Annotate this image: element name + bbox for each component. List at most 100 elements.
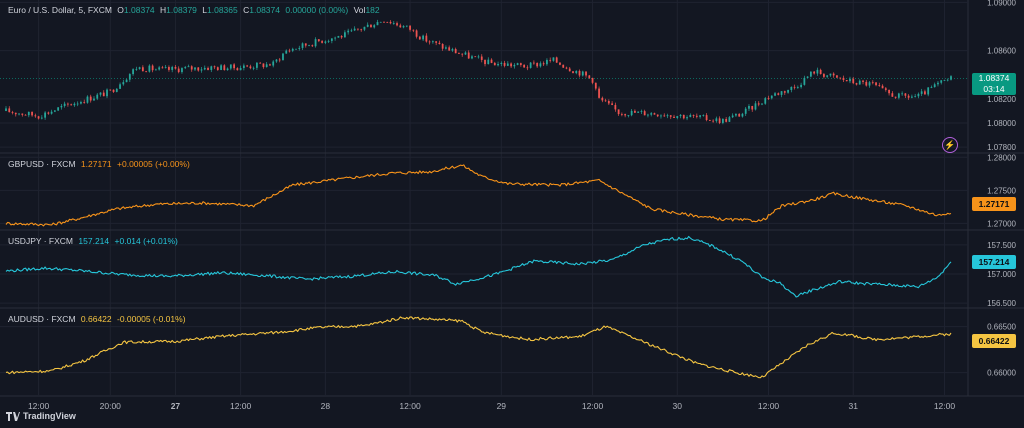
- candle-body: [376, 22, 379, 26]
- candle-body: [435, 41, 438, 43]
- lightning-icon[interactable]: ⚡: [942, 137, 958, 153]
- candle-body: [562, 64, 565, 68]
- candle-body: [728, 117, 731, 122]
- candle-body: [497, 63, 499, 66]
- candle-body: [774, 93, 776, 96]
- x-tick-label: 12:00: [399, 401, 421, 411]
- candle-body: [357, 28, 359, 30]
- candle-body: [340, 36, 343, 38]
- candle-body: [920, 91, 923, 94]
- legend-volume-label: Vol: [353, 5, 366, 15]
- legend-usdjpy-title: USDJPY · FXCM: [8, 236, 74, 246]
- candle-body: [910, 96, 913, 98]
- legend-audusd: AUDUSD · FXCM 0.66422 -0.00005 (-0.01%): [8, 313, 189, 325]
- candle-body: [259, 62, 262, 64]
- tradingview-logo-icon: [6, 412, 20, 422]
- candle-body: [431, 41, 434, 43]
- candle-body: [216, 67, 219, 70]
- candle-body: [943, 80, 946, 81]
- tradingview-logo[interactable]: TradingView: [6, 411, 76, 422]
- candle-body: [523, 64, 526, 68]
- x-tick-label: 12:00: [230, 401, 252, 411]
- candle-body: [924, 91, 926, 95]
- candle-body: [119, 84, 121, 89]
- legend-change: 0.00000 (0.00%): [285, 5, 349, 15]
- candle-body: [86, 96, 89, 103]
- x-tick-label: 27: [171, 401, 181, 411]
- candle-body: [308, 45, 310, 47]
- x-tick-label: 12:00: [934, 401, 956, 411]
- y-tick-label: 1.08000: [987, 119, 1016, 128]
- candle-body: [806, 76, 809, 78]
- candle-body: [803, 77, 806, 85]
- candle-body: [392, 23, 395, 24]
- candle-body: [422, 35, 425, 40]
- candle-body: [617, 109, 620, 115]
- candle-body: [148, 65, 151, 72]
- candle-body: [343, 32, 346, 38]
- candle-body: [145, 71, 148, 73]
- candle-body: [70, 104, 73, 106]
- candle-body: [669, 115, 672, 117]
- y-tick-label: 0.66000: [987, 369, 1016, 378]
- candle-body: [383, 21, 385, 23]
- candle-body: [76, 103, 79, 105]
- candle-body: [484, 59, 486, 65]
- candle-body: [832, 73, 835, 76]
- legend-high-label: H: [160, 5, 167, 15]
- candle-body: [894, 96, 897, 98]
- price-badge-audusd: 0.66422: [972, 334, 1016, 348]
- x-tick-label: 31: [849, 401, 859, 411]
- candle-body: [510, 63, 512, 67]
- candle-body: [917, 93, 920, 97]
- candle-body: [555, 57, 558, 63]
- candle-body: [418, 36, 421, 40]
- candle-body: [904, 93, 907, 96]
- candle-body: [154, 69, 157, 71]
- candle-body: [575, 70, 578, 74]
- candle-body: [461, 53, 464, 55]
- candle-body: [594, 82, 597, 89]
- legend-gbpusd-change: +0.00005 (+0.00%): [117, 159, 190, 169]
- candle-body: [741, 113, 744, 117]
- candle-body: [542, 63, 545, 65]
- candle-body: [735, 114, 737, 116]
- y-tick-label: 1.09000: [987, 0, 1016, 7]
- candle-body: [239, 68, 242, 71]
- candle-body: [5, 108, 7, 111]
- candle-body: [40, 117, 43, 119]
- price-badge-eurusd-timer: 03:14: [983, 84, 1005, 94]
- candle-body: [875, 82, 877, 86]
- candle-body: [738, 114, 741, 117]
- legend-audusd-price: 0.66422: [80, 314, 112, 324]
- candle-body: [386, 21, 389, 23]
- candle-body: [187, 66, 190, 68]
- candle-body: [275, 59, 278, 62]
- candle-body: [405, 25, 408, 27]
- candle-body: [604, 100, 607, 102]
- x-tick-label: 20:00: [100, 401, 122, 411]
- candle-body: [334, 37, 337, 39]
- candle-body: [591, 77, 594, 83]
- candle-body: [858, 80, 861, 85]
- candle-body: [532, 62, 535, 64]
- candle-body: [578, 70, 581, 76]
- x-tick-label: 30: [673, 401, 683, 411]
- candle-body: [761, 103, 763, 105]
- candle-body: [682, 114, 685, 119]
- candle-body: [767, 98, 770, 99]
- candle-body: [585, 71, 587, 76]
- candle-body: [252, 67, 255, 69]
- candle-body: [321, 41, 323, 43]
- legend-eurusd-title: Euro / U.S. Dollar, 5, FXCM: [8, 5, 112, 15]
- candle-body: [914, 96, 917, 98]
- candle-body: [412, 29, 415, 31]
- candle-body: [513, 64, 516, 67]
- candle-body: [298, 47, 301, 49]
- candle-body: [480, 56, 483, 60]
- y-tick-label: 1.08600: [987, 47, 1016, 56]
- price-badge-usdjpy: 157.214: [972, 255, 1016, 269]
- candle-body: [304, 43, 307, 46]
- candle-body: [288, 50, 291, 52]
